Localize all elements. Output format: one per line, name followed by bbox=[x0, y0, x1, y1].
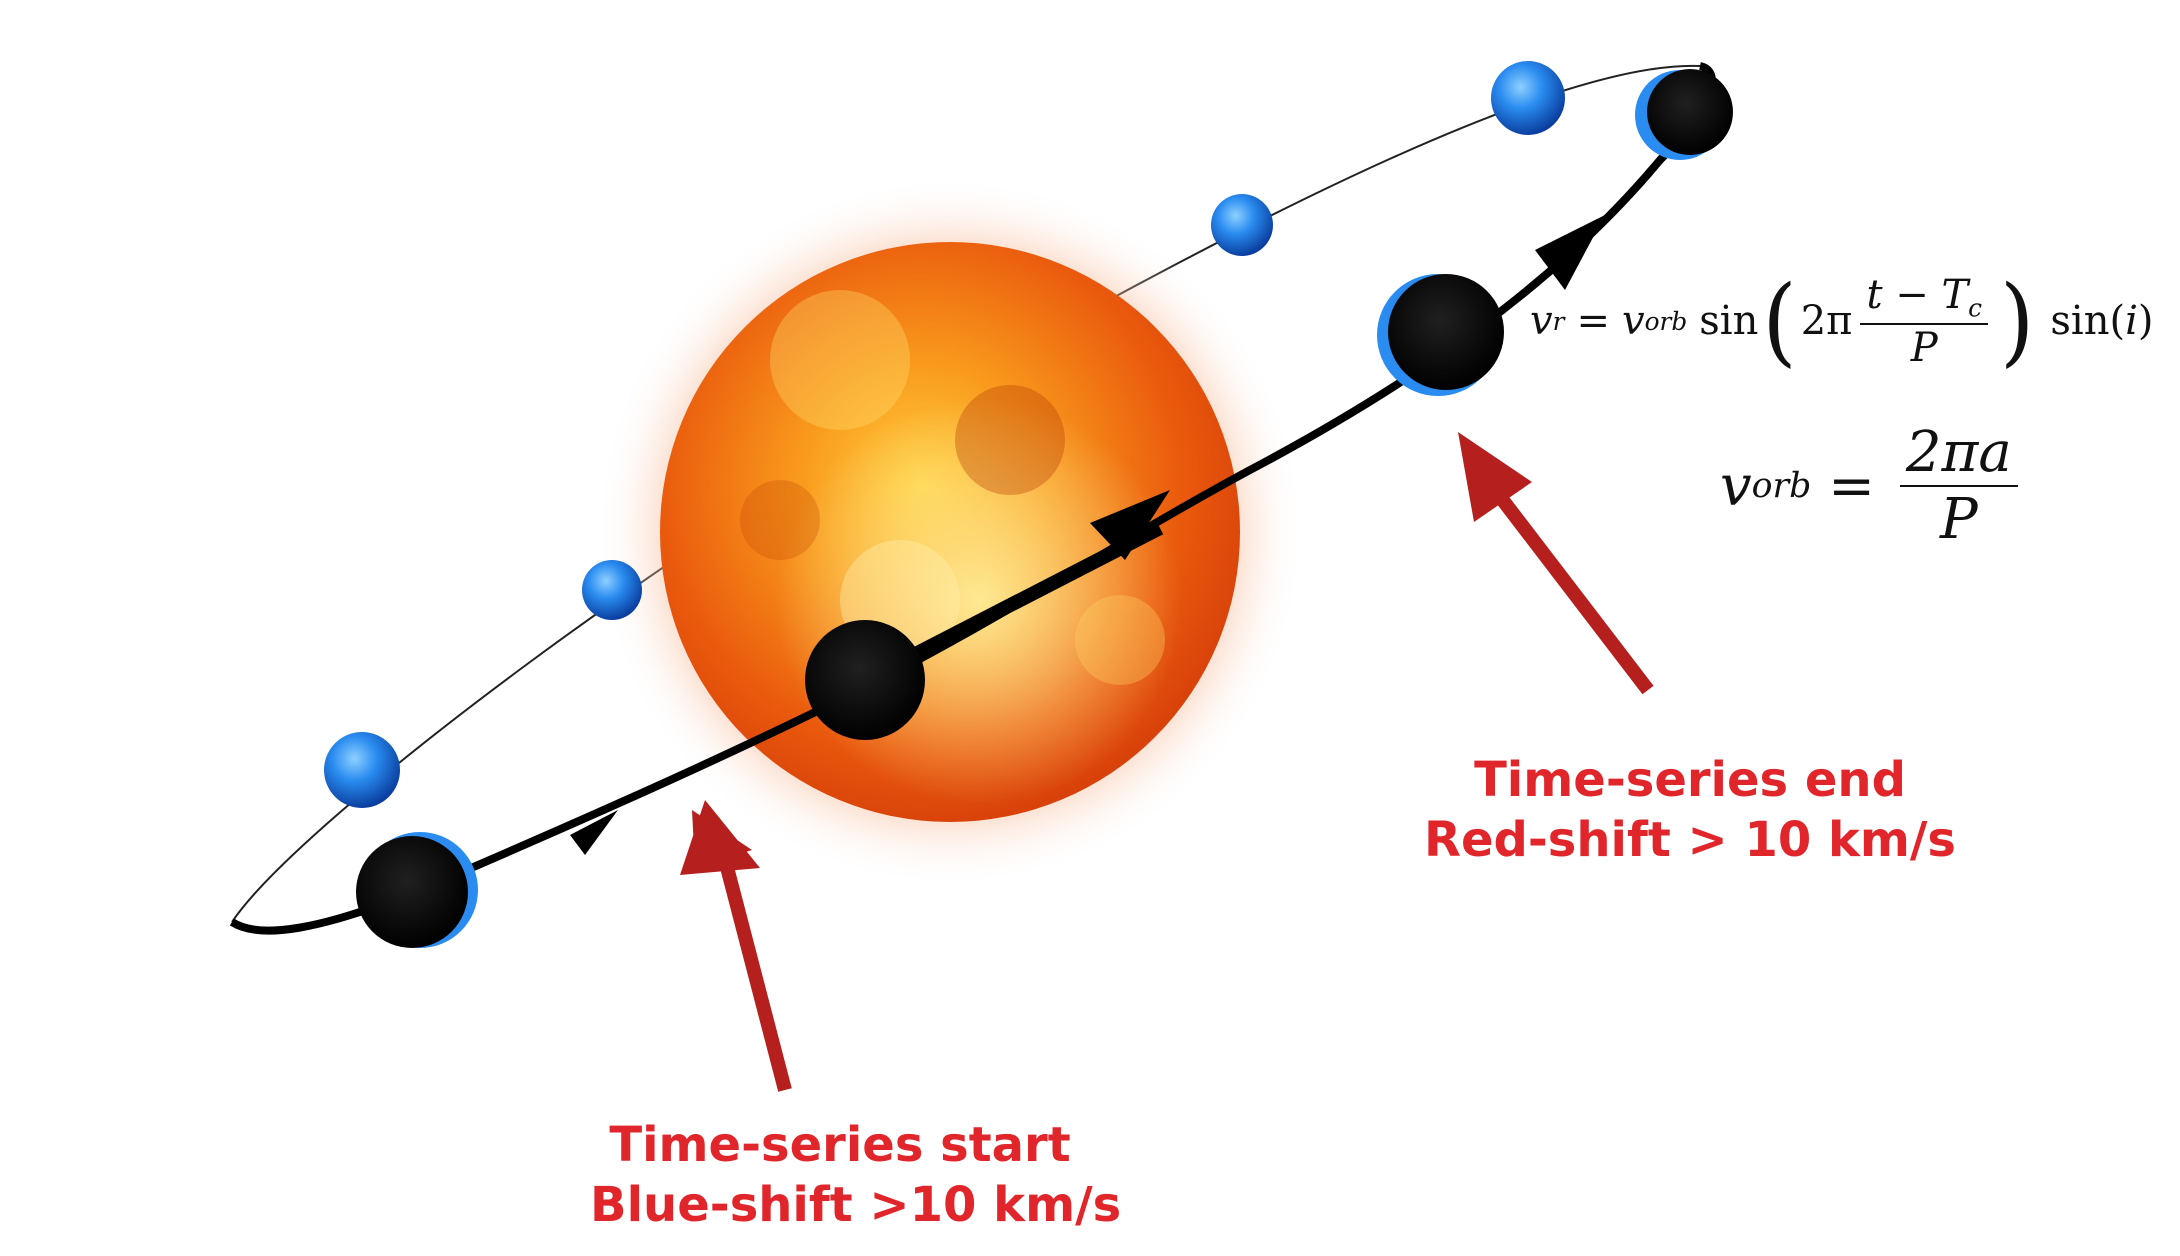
eq-vr-minus: − bbox=[1895, 272, 1929, 318]
planet-icon bbox=[1635, 69, 1733, 160]
eq-vr-sin-i: sin( bbox=[2050, 298, 2126, 345]
eq-vorb-fraction: 2πa P bbox=[1899, 420, 2018, 552]
eq-vr-fraction: t − Tc P bbox=[1860, 272, 1989, 371]
label-end-line2: Red-shift > 10 km/s bbox=[1423, 812, 1956, 868]
label-start-line2: Blue-shift >10 km/s bbox=[590, 1177, 1122, 1233]
label-time-series-start: Time-series start Blue-shift >10 km/s bbox=[590, 1115, 1122, 1235]
eq-vorb-lhs-sub: orb bbox=[1751, 466, 1812, 506]
eq-vr-2pi: 2π bbox=[1800, 298, 1853, 345]
eq-vorb-num: 2πa bbox=[1905, 420, 2012, 485]
eq-vr-num-T-sub: c bbox=[1968, 293, 1983, 323]
eq-vr-lhs: v bbox=[1530, 298, 1553, 345]
eq-vr-i: i bbox=[2125, 298, 2138, 345]
eq-vorb-equals: = bbox=[1828, 453, 1876, 519]
eq-vr-close: ) bbox=[2137, 298, 2154, 345]
label-time-series-end: Time-series end Red-shift > 10 km/s bbox=[1420, 750, 1960, 870]
planet-icon bbox=[1211, 194, 1273, 256]
planet-icon bbox=[356, 832, 478, 948]
red-arrow-end bbox=[1458, 432, 1654, 695]
eq-vr-lhs-sub: r bbox=[1552, 306, 1565, 336]
eq-vr-equals: = bbox=[1576, 298, 1610, 345]
eq-vorb-den: P bbox=[1939, 487, 1978, 552]
planet-icon bbox=[1491, 61, 1565, 135]
label-end-line1: Time-series end bbox=[1474, 752, 1906, 808]
orbit-arrow-3 bbox=[1535, 215, 1605, 290]
eq-vr-lparen: ( bbox=[1762, 264, 1797, 378]
equation-orbital-velocity: v orb = 2πa P bbox=[1720, 420, 2026, 552]
orbit-arrow-1 bbox=[570, 810, 618, 855]
label-start-line1: Time-series start bbox=[609, 1117, 1071, 1173]
eq-vr-den: P bbox=[1910, 324, 1938, 371]
planet-icon bbox=[582, 560, 642, 620]
eq-vr-rparen: ) bbox=[2000, 264, 2035, 378]
sun-icon bbox=[660, 242, 1240, 822]
eq-vr-vorb-sub: orb bbox=[1644, 306, 1688, 336]
eq-vorb-lhs: v bbox=[1720, 453, 1752, 519]
eq-vr-num-t: t bbox=[1866, 272, 1883, 318]
eq-vr-sin: sin bbox=[1699, 298, 1759, 345]
orbit-arrow-2 bbox=[1090, 490, 1170, 560]
eq-vr-num-T: T bbox=[1941, 272, 1969, 318]
planet-icon bbox=[324, 732, 400, 808]
planet-icon bbox=[1377, 274, 1504, 396]
eq-vr-vorb: v bbox=[1621, 298, 1645, 345]
red-arrow-start bbox=[680, 800, 792, 1092]
transiting-planet-icon bbox=[805, 620, 925, 740]
